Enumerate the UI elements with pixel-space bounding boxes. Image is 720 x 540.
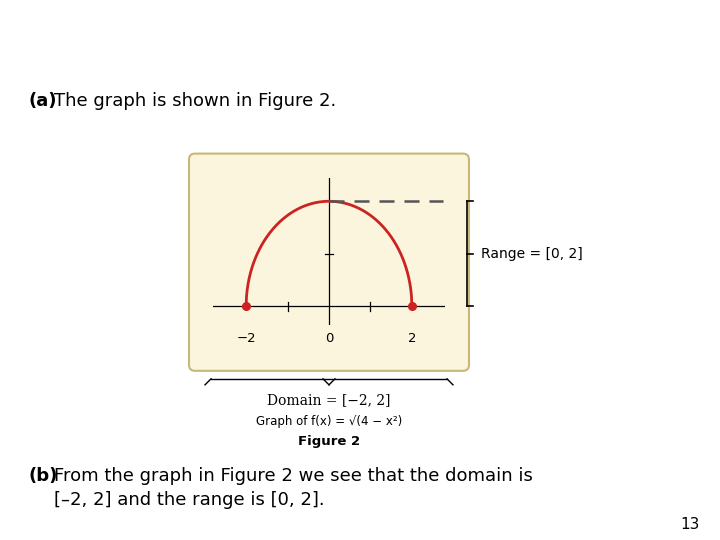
Text: Graph of f(x) = √(4 − x²): Graph of f(x) = √(4 − x²) — [256, 415, 402, 428]
Text: Example: Example — [16, 21, 142, 47]
Text: Domain = [−2, 2]: Domain = [−2, 2] — [267, 393, 391, 407]
Text: 13: 13 — [680, 517, 700, 532]
Text: (a): (a) — [28, 91, 56, 110]
Text: The graph is shown in Figure 2.: The graph is shown in Figure 2. — [54, 91, 336, 110]
Text: – Solution: – Solution — [164, 21, 294, 47]
Text: From the graph in Figure 2 we see that the domain is: From the graph in Figure 2 we see that t… — [54, 467, 533, 485]
Text: [–2, 2] and the range is [0, 2].: [–2, 2] and the range is [0, 2]. — [54, 491, 325, 509]
FancyBboxPatch shape — [189, 153, 469, 371]
Text: Figure 2: Figure 2 — [298, 435, 360, 448]
Text: Range = [0, 2]: Range = [0, 2] — [481, 247, 582, 261]
Text: 2: 2 — [143, 21, 161, 47]
Text: (b): (b) — [28, 467, 58, 485]
